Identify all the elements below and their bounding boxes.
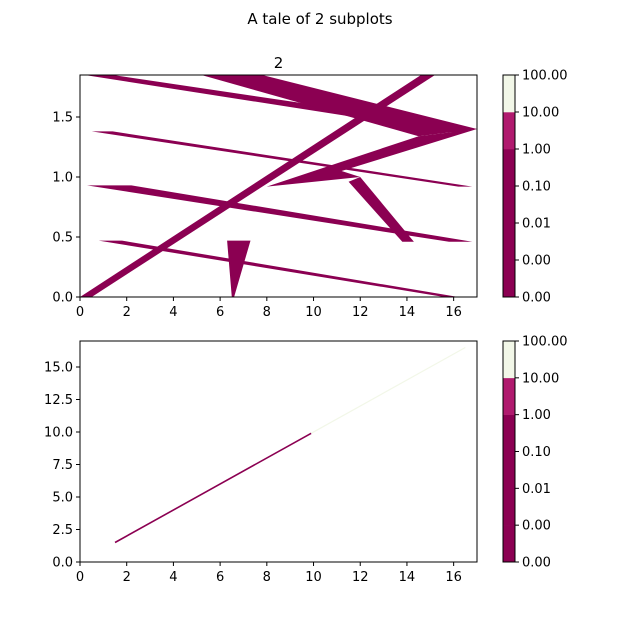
x-tick-label: 14 [399, 305, 416, 320]
x-tick-label: 0 [76, 305, 84, 320]
contour-region-1-6 [348, 177, 414, 242]
x-tick-label: 6 [216, 305, 224, 320]
x-tick-label: 16 [445, 570, 462, 585]
colorbar-tick-label: 0.10 [522, 445, 551, 460]
y-tick-label: 1.5 [52, 111, 73, 126]
y-tick-label: 2.5 [52, 523, 73, 538]
contour-line-2-1 [114, 432, 312, 544]
subplot-2-frame [79, 340, 478, 563]
y-tick-label: 10.0 [44, 426, 73, 441]
x-tick-label: 16 [445, 305, 462, 320]
colorbar-tick-label: 0.01 [522, 217, 551, 232]
colorbar-tick-label: 1.00 [522, 143, 551, 158]
x-tick-label: 8 [263, 305, 271, 320]
contour-region-1-4 [91, 131, 473, 187]
y-tick-label: 15.0 [44, 361, 73, 376]
x-tick-label: 0 [76, 570, 84, 585]
x-tick-label: 2 [123, 570, 131, 585]
y-tick-label: 0.0 [52, 291, 73, 306]
colorbar-band [503, 186, 515, 224]
colorbar-tick-label: 1.00 [522, 408, 551, 423]
subplot-1-frame [79, 74, 478, 298]
colorbar-band [503, 414, 515, 452]
colorbar-band [503, 260, 515, 298]
colorbar-band [503, 525, 515, 563]
x-tick-label: 10 [305, 570, 322, 585]
y-tick-label: 0.5 [52, 231, 73, 246]
x-tick-label: 6 [216, 570, 224, 585]
colorbar-band [503, 149, 515, 187]
contour-line-2-2 [310, 346, 466, 434]
x-tick-label: 8 [263, 570, 271, 585]
y-tick-label: 7.5 [52, 458, 73, 473]
contour-region-1-3 [201, 75, 477, 137]
colorbar-tick-label: 100.00 [522, 69, 568, 84]
x-tick-label: 12 [352, 570, 369, 585]
colorbar-tick-label: 0.00 [522, 519, 551, 534]
colorbar-tick-label: 0.00 [522, 291, 551, 306]
contour-region-1-8 [98, 240, 459, 297]
colorbar-tick-label: 0.01 [522, 482, 551, 497]
x-tick-label: 4 [169, 570, 177, 585]
subplot-1-title: 2 [274, 54, 284, 72]
x-tick-label: 14 [399, 570, 416, 585]
colorbar-tick-label: 10.00 [522, 371, 559, 386]
colorbar-tick-label: 100.00 [522, 335, 568, 350]
colorbar-band [503, 451, 515, 489]
colorbar-band [503, 377, 515, 415]
colorbar-band [503, 75, 515, 113]
colorbar-tick-label: 0.10 [522, 180, 551, 195]
colorbar-band [503, 341, 515, 379]
y-tick-label: 5.0 [52, 491, 73, 506]
colorbar-band [503, 223, 515, 261]
colorbar-tick-label: 10.00 [522, 106, 559, 121]
contour-region-1-1 [80, 75, 435, 297]
x-tick-label: 2 [123, 305, 131, 320]
colorbar-tick-label: 0.00 [522, 254, 551, 269]
figure-title: A tale of 2 subplots [247, 10, 392, 28]
x-tick-label: 10 [305, 305, 322, 320]
colorbar-band [503, 488, 515, 526]
contour-region-1-9 [227, 240, 251, 297]
contour-region-1-5 [266, 129, 477, 187]
y-tick-label: 12.5 [44, 393, 73, 408]
colorbar-tick-label: 0.00 [522, 556, 551, 571]
y-tick-label: 1.0 [52, 171, 73, 186]
colorbar-band [503, 112, 515, 150]
contour-region-1-7 [87, 185, 473, 242]
y-tick-label: 0.0 [52, 556, 73, 571]
x-tick-label: 4 [169, 305, 177, 320]
x-tick-label: 12 [352, 305, 369, 320]
